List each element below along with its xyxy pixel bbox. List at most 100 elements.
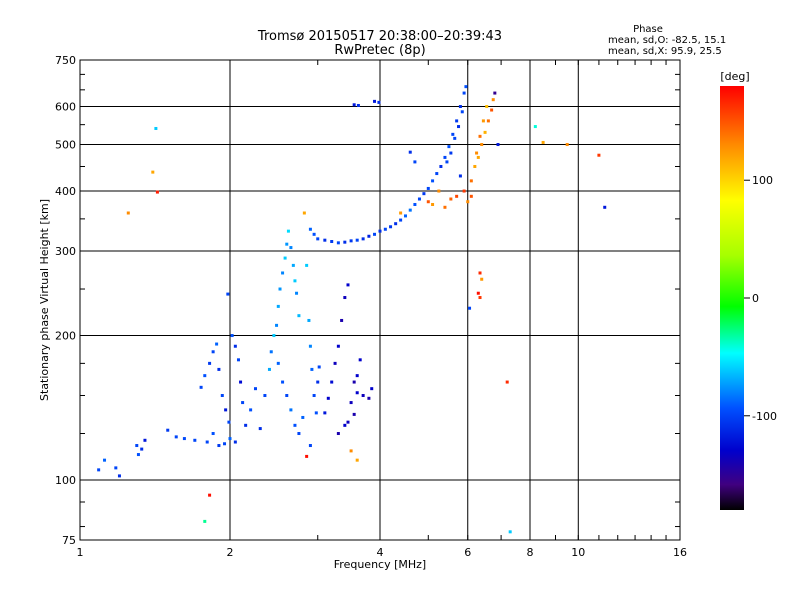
data-point [435,172,439,176]
data-point [220,394,224,398]
data-point [565,143,569,147]
chart-title: Tromsø 20150517 20:38:00–20:39:43 [257,29,502,44]
data-point [343,423,347,427]
y-tick-label: 400 [55,185,76,198]
data-point [403,214,407,218]
data-point [208,493,212,497]
data-point [469,179,473,183]
grid-lines [80,60,680,540]
data-point [426,200,430,204]
y-tick-label: 500 [55,139,76,152]
data-point [493,91,497,95]
data-point [227,420,231,424]
data-point [603,205,607,209]
data-point [143,438,147,442]
stats-x-mode: mean, sd,X: 95.9, 25.5 [608,46,722,57]
data-point [258,427,262,431]
data-point [373,99,377,103]
data-point [174,435,178,439]
data-point [136,453,140,457]
data-point [316,380,320,384]
data-point [370,387,374,391]
colorbar-tick-label: 0 [752,292,759,305]
data-point [230,334,234,338]
data-point [330,380,334,384]
data-point [491,98,495,102]
data-point [224,408,228,412]
data-point [443,155,447,159]
y-tick-label: 300 [55,245,76,258]
data-point [457,125,461,129]
data-point [203,519,207,523]
data-point [480,143,484,147]
data-point [226,292,230,296]
data-point [182,437,186,441]
data-point [155,190,159,194]
data-point [413,160,417,164]
data-point [352,103,356,107]
data-point [305,263,309,267]
data-point [312,394,316,398]
data-point [272,334,276,338]
data-point [389,225,393,229]
data-point [597,153,601,157]
data-point [316,237,320,241]
data-point [312,232,316,236]
data-point [307,318,311,322]
stats-title: Phase [633,24,663,35]
y-tick-label: 200 [55,330,76,343]
data-point [475,151,479,155]
data-point [126,211,130,215]
data-point [330,240,334,244]
stats-o-mode: mean, sd,O: -82.5, 15.1 [608,35,726,46]
data-point [343,240,347,244]
data-point [135,444,139,448]
data-point [244,423,248,427]
data-point [208,361,212,365]
data-point [289,408,293,412]
data-point [361,237,365,241]
data-point [458,105,462,109]
data-point [355,238,359,242]
colorbar-tick-label: 100 [752,174,773,187]
data-point [349,401,353,405]
data-point [223,442,227,446]
data-point [253,387,257,391]
colorbar-label: [deg] [720,70,749,83]
x-tick-label: 16 [673,546,687,559]
data-point [281,271,285,275]
data-point [485,105,489,109]
data-point [217,444,221,448]
data-point [508,530,512,534]
data-point [408,208,412,212]
data-point [295,291,299,295]
data-point [367,396,371,400]
data-point [505,380,509,384]
data-point [346,420,350,424]
data-point [476,155,480,159]
data-point [281,380,285,384]
data-point [289,246,293,250]
data-point [297,432,301,436]
data-point [336,432,340,436]
data-point [336,241,340,245]
data-point [276,361,280,365]
data-point [317,365,321,369]
data-point [291,263,295,267]
data-point [140,447,144,451]
data-point [205,440,209,444]
data-point [481,119,485,123]
data-point [378,229,382,233]
data-point [460,110,464,114]
data-point [439,164,443,168]
data-point [408,150,412,154]
data-point [278,287,282,291]
data-point [269,350,273,354]
data-point [340,318,344,322]
colorbar-tick-label: -100 [752,410,777,423]
data-point [367,234,371,238]
data-point [215,342,219,346]
data-point [199,385,203,389]
data-point [233,440,237,444]
data-point [399,211,403,215]
